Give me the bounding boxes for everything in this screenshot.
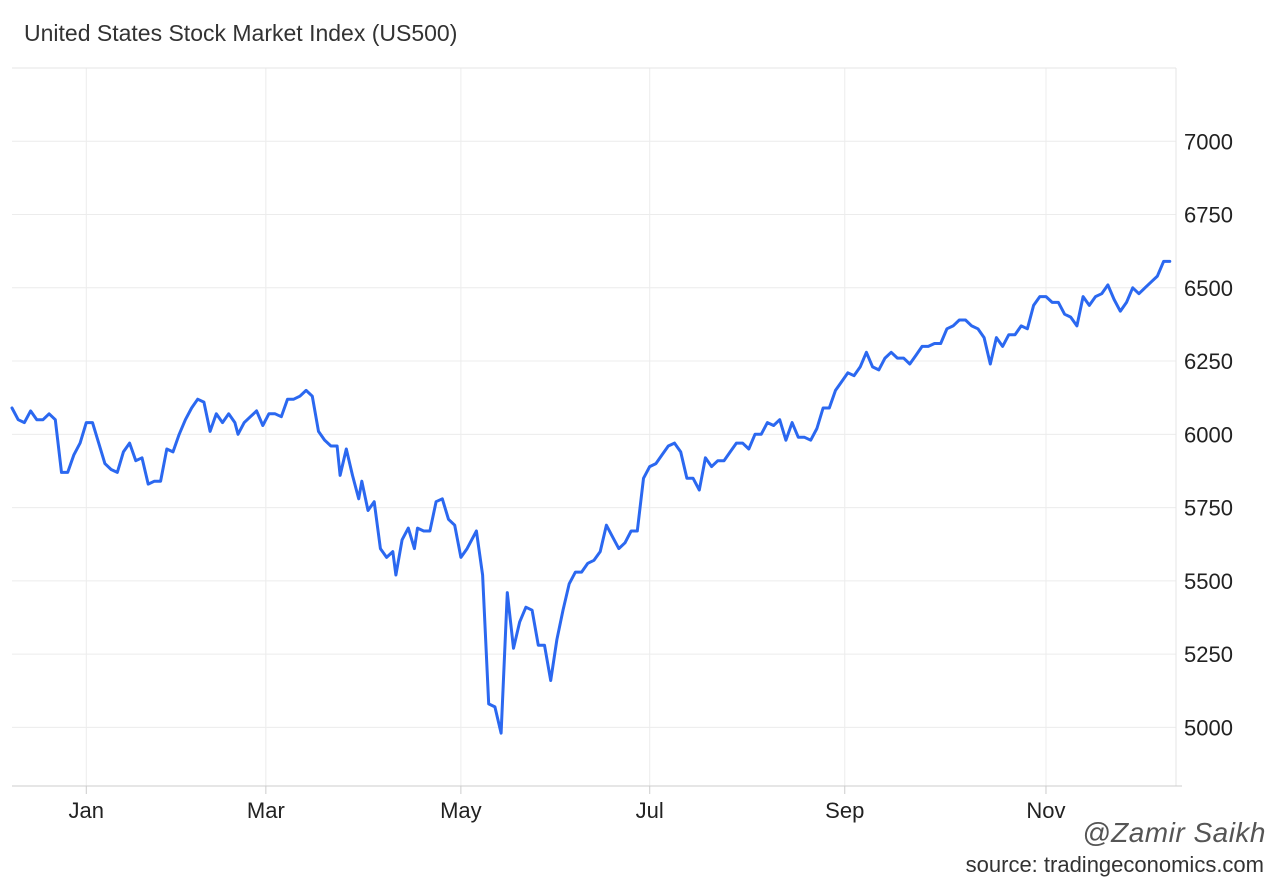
y-tick-label: 6500	[1184, 276, 1233, 301]
y-tick-label: 5750	[1184, 496, 1233, 521]
x-tick-label: Jul	[636, 798, 664, 823]
axes	[12, 67, 1182, 787]
series-line	[10, 259, 1172, 735]
y-tick-labels: 5000 5250 5500 5750 6000 6250 6500 6750 7000	[1184, 129, 1233, 740]
x-tick-labels: Jan Mar May Jul Sep Nov	[69, 798, 1066, 823]
y-tick-label: 6250	[1184, 349, 1233, 374]
y-tick-label: 6750	[1184, 203, 1233, 228]
y-tick-label: 5000	[1184, 715, 1233, 740]
x-tick-label: May	[440, 798, 482, 823]
source-note: source: tradingeconomics.com	[965, 852, 1264, 877]
watermark-text: @Zamir Saikh	[1082, 817, 1266, 848]
horizontal-gridlines	[12, 140, 1176, 728]
chart-title: United States Stock Market Index (US500)	[24, 20, 458, 46]
x-tick-label: Jan	[69, 798, 104, 823]
x-tick-label: Nov	[1026, 798, 1065, 823]
y-tick-label: 6000	[1184, 422, 1233, 447]
vertical-gridlines	[85, 68, 1047, 794]
y-tick-label: 7000	[1184, 129, 1233, 154]
x-tick-label: Mar	[247, 798, 285, 823]
y-tick-label: 5500	[1184, 569, 1233, 594]
y-tick-label: 5250	[1184, 642, 1233, 667]
x-tick-label: Sep	[825, 798, 864, 823]
